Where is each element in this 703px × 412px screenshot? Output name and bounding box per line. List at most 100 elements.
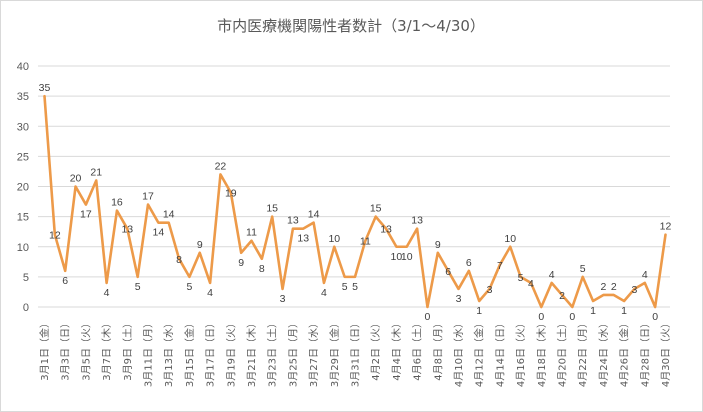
x-tick-label: 3月9日（土）: [121, 318, 134, 381]
y-tick-label: 40: [17, 61, 29, 73]
data-label: 1: [590, 305, 596, 317]
x-tick-label: 3月23日（土）: [266, 318, 279, 387]
x-tick-label: 4月14日（日）: [494, 318, 506, 387]
data-label: 15: [370, 203, 382, 215]
data-label: 9: [435, 239, 441, 251]
x-tick-label: 4月8日（月）: [432, 318, 444, 381]
data-label: 6: [466, 257, 472, 269]
y-tick-label: 35: [17, 91, 29, 103]
x-tick-label: 4月4日（木）: [391, 318, 403, 381]
data-label: 35: [39, 82, 51, 94]
data-label: 1: [476, 305, 482, 317]
gridlines: [38, 65, 670, 308]
x-tick-label: 4月20日（土）: [556, 318, 569, 387]
data-label: 5: [352, 281, 358, 293]
x-tick-label: 4月16日（火）: [515, 318, 527, 387]
data-label: 3: [456, 293, 462, 305]
y-tick-label: 0: [23, 302, 29, 314]
data-label: 5: [342, 281, 348, 293]
data-label: 7: [497, 260, 503, 272]
data-label: 8: [259, 263, 265, 275]
x-tick-label: 4月24日（水）: [598, 318, 610, 387]
data-label: 10: [391, 251, 403, 263]
data-label: 19: [225, 188, 237, 200]
x-tick-label: 3月19日（火）: [225, 318, 237, 387]
data-label: 13: [297, 233, 309, 245]
x-tick-label: 3月15日（金）: [183, 318, 196, 387]
data-label: 2: [600, 281, 606, 293]
data-label: 5: [518, 272, 524, 284]
data-label: 14: [153, 227, 165, 239]
data-label: 4: [104, 287, 110, 299]
x-tick-label: 3月5日（火）: [80, 318, 92, 381]
data-label: 12: [660, 221, 672, 233]
x-tick-label: 3月29日（金）: [328, 318, 341, 387]
data-label: 4: [642, 269, 648, 281]
x-tick-label: 4月10日（水）: [453, 318, 465, 387]
data-label: 13: [380, 224, 392, 236]
x-tick-label: 4月12日（金）: [473, 318, 486, 387]
y-tick-label: 25: [17, 151, 29, 163]
data-label: 13: [121, 224, 133, 236]
x-tick-label: 3月27日（水）: [308, 318, 320, 387]
data-label: 3: [487, 284, 493, 296]
data-label: 2: [611, 281, 617, 293]
series-layer: [43, 94, 667, 309]
x-tick-label: 4月22日（月）: [577, 318, 589, 387]
data-label: 15: [266, 203, 278, 215]
y-tick-label: 15: [17, 212, 29, 224]
data-label: 4: [549, 269, 555, 281]
x-tick-label: 4月18日（木）: [536, 318, 548, 387]
data-label: 11: [360, 236, 371, 248]
data-label: 10: [504, 233, 516, 245]
data-label: 13: [287, 215, 299, 227]
data-label: 2: [559, 290, 565, 302]
data-label: 4: [528, 278, 534, 290]
data-label: 0: [569, 311, 575, 323]
data-label: 17: [142, 191, 154, 203]
y-axis-ticks: 0 5 10 15 20 25 30 35 40: [17, 61, 29, 314]
data-label: 11: [246, 227, 257, 239]
x-tick-label: 4月26日（金）: [618, 318, 631, 387]
x-tick-label: 3月13日（水）: [163, 318, 175, 387]
data-label: 17: [80, 209, 92, 221]
data-labels: 3512620172141613517141485942219911815313…: [39, 82, 672, 323]
data-label: 4: [321, 287, 327, 299]
data-label: 16: [111, 197, 123, 209]
data-label: 10: [328, 233, 340, 245]
x-tick-label: 3月21日（木）: [246, 318, 258, 387]
x-tick-label: 4月30日（火）: [660, 318, 672, 387]
y-tick-label: 5: [23, 272, 29, 284]
data-label: 3: [280, 293, 286, 305]
chart-title: 市内医療機関陽性者数計（3/1～4/30）: [217, 17, 485, 35]
data-label: 12: [49, 230, 61, 242]
data-label: 0: [425, 311, 431, 323]
x-tick-label: 3月11日（月）: [143, 318, 155, 387]
x-tick-label: 3月7日（木）: [101, 318, 113, 381]
data-label: 5: [186, 281, 192, 293]
x-tick-label: 3月17日（日）: [205, 318, 217, 387]
data-label: 14: [163, 209, 175, 221]
data-label: 6: [445, 266, 451, 278]
data-label: 22: [215, 160, 227, 172]
y-tick-label: 10: [17, 242, 29, 254]
data-label: 20: [70, 173, 82, 185]
x-tick-label: 3月25日（月）: [287, 318, 299, 387]
x-axis-ticks: 3月1日（金） 3月3日（日） 3月5日（火） 3月7日（木） 3月9日（土） 3月11日…: [38, 318, 672, 387]
data-label: 4: [207, 287, 213, 299]
data-label: 9: [238, 257, 244, 269]
x-tick-label: 4月6日（土）: [411, 318, 424, 381]
data-label: 10: [401, 251, 413, 263]
x-tick-label: 3月3日（日）: [60, 318, 72, 381]
data-label: 14: [308, 209, 320, 221]
y-tick-label: 20: [17, 182, 29, 194]
data-label: 6: [62, 275, 68, 287]
data-label: 3: [632, 284, 638, 296]
data-label: 8: [176, 254, 182, 266]
x-tick-label: 3月1日（金）: [38, 318, 51, 381]
data-label: 13: [411, 215, 423, 227]
data-label: 0: [652, 311, 658, 323]
x-tick-label: 4月28日（日）: [639, 318, 651, 387]
data-label: 21: [90, 166, 102, 178]
